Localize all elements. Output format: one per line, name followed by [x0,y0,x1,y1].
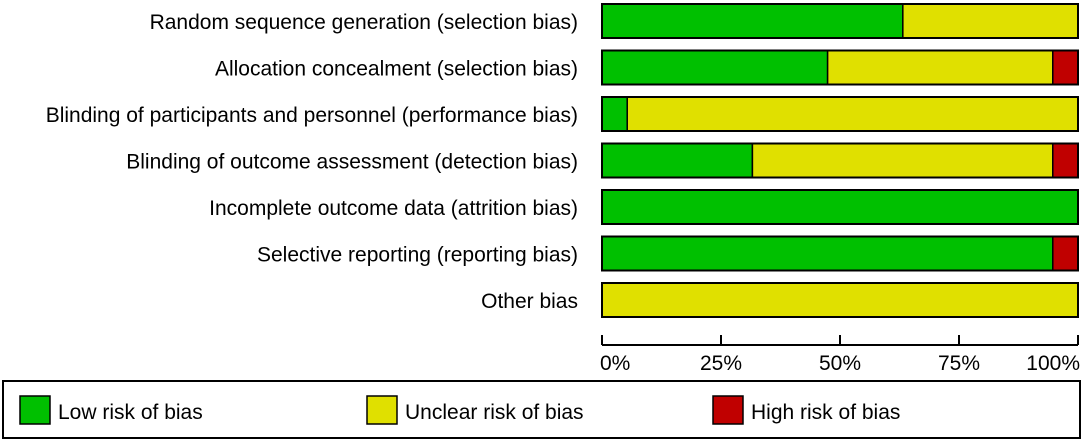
category-label-2: Allocation concealment (selection bias) [215,58,578,81]
category-label-7: Other bias [481,290,578,313]
bar-outline-6 [601,235,1079,272]
legend-swatch-high-risk-of-bias [712,395,744,425]
bar-segment-unclear-risk-of-bias-1 [902,3,1079,39]
bar-segment-high-risk-of-bias-2 [1052,49,1079,86]
x-tick-label-4: 100% [1026,352,1080,375]
x-axis: 0% 25% 50% 75% 100% [600,335,1080,375]
bar-segment-unclear-risk-of-bias-2 [826,49,1054,86]
bar-outline-3 [601,96,1079,132]
bar-segment-low-risk-of-bias-3 [601,96,628,132]
category-label-5: Incomplete outcome data (attrition bias) [209,197,578,220]
bar-segment-high-risk-of-bias-4 [1052,142,1079,179]
bar-segment-unclear-risk-of-bias-7 [601,282,1079,318]
legend-box [2,380,1081,439]
legend-swatch-low-risk-of-bias [19,395,51,425]
category-labels: Random sequence generation (selection bi… [46,11,578,313]
bar-outline-5 [601,189,1079,225]
legend-label-unclear-risk-of-bias: Unclear risk of bias [405,401,584,424]
x-tick-label-2: 50% [819,352,861,375]
x-tick-label-0: 0% [600,352,630,375]
x-tick-label-3: 75% [938,352,980,375]
legend-label-high-risk-of-bias: High risk of bias [751,401,900,424]
bar-outline-1 [601,3,1079,39]
bar-segment-unclear-risk-of-bias-3 [626,96,1079,132]
legend-swatch-unclear-risk-of-bias [366,395,398,425]
bar-outline-2 [601,49,1079,86]
bars [601,3,1079,318]
category-label-6: Selective reporting (reporting bias) [257,244,578,267]
bar-segment-unclear-risk-of-bias-4 [751,142,1054,179]
bar-outline-4 [601,142,1079,179]
bar-segment-low-risk-of-bias-5 [601,189,1079,225]
category-label-1: Random sequence generation (selection bi… [150,11,578,34]
bar-segment-low-risk-of-bias-1 [601,3,904,39]
category-label-3: Blinding of participants and personnel (… [46,104,578,127]
bar-segment-low-risk-of-bias-4 [601,142,754,179]
bar-outline-7 [601,282,1079,318]
bar-segment-low-risk-of-bias-2 [601,49,829,86]
bar-segment-high-risk-of-bias-6 [1052,235,1079,272]
bar-segment-low-risk-of-bias-6 [601,235,1054,272]
legend: Low risk of bias Unclear risk of bias High… [2,380,1081,439]
x-tick-label-1: 25% [700,352,742,375]
legend-label-low-risk-of-bias: Low risk of bias [58,401,203,424]
category-label-4: Blinding of outcome assessment (detectio… [126,151,578,174]
